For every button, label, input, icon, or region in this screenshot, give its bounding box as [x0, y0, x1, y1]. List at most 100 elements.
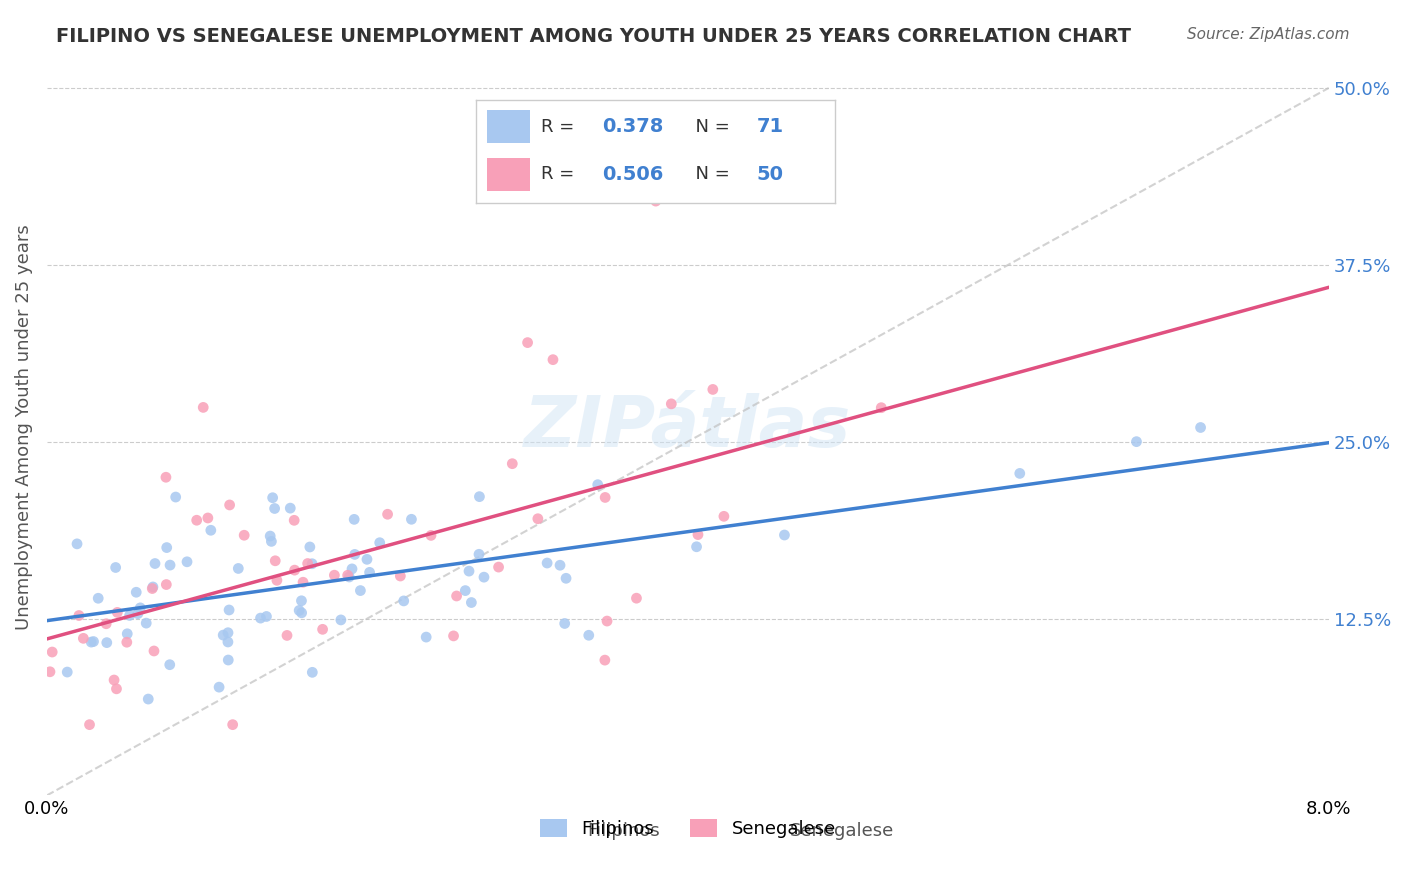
Point — [446, 589, 468, 603]
Point — [377, 508, 399, 522]
Point — [39, 665, 62, 679]
Point — [454, 583, 477, 598]
Point — [278, 501, 301, 516]
Point — [127, 607, 149, 621]
Point — [329, 613, 352, 627]
Point — [41, 645, 63, 659]
Point — [713, 509, 735, 524]
Point — [593, 653, 616, 667]
Point — [105, 606, 128, 620]
Point — [129, 600, 152, 615]
Point — [468, 547, 491, 561]
Point — [870, 401, 893, 415]
Point — [217, 625, 239, 640]
Point — [548, 558, 571, 573]
Point — [226, 561, 249, 575]
Point — [217, 653, 239, 667]
Point — [290, 594, 312, 608]
Point — [626, 591, 648, 606]
Point — [336, 568, 359, 582]
Text: Senegalese: Senegalese — [790, 822, 894, 839]
Point — [200, 523, 222, 537]
Text: Filipinos: Filipinos — [588, 822, 659, 839]
Point — [343, 548, 366, 562]
Point — [359, 566, 381, 580]
Point — [1008, 467, 1031, 481]
Point — [66, 537, 89, 551]
Point — [159, 558, 181, 573]
Point — [104, 560, 127, 574]
Point — [554, 616, 576, 631]
Point — [401, 512, 423, 526]
Point — [186, 513, 208, 527]
Point — [501, 457, 523, 471]
Point — [298, 540, 321, 554]
Point — [516, 335, 538, 350]
Point — [141, 582, 163, 596]
Point — [233, 528, 256, 542]
Point — [288, 603, 311, 617]
Point — [165, 490, 187, 504]
Point — [659, 397, 682, 411]
Point — [125, 585, 148, 599]
Point — [337, 570, 360, 584]
Point — [80, 635, 103, 649]
Point — [368, 535, 391, 549]
Point — [323, 568, 346, 582]
Point — [218, 603, 240, 617]
Point — [292, 575, 315, 590]
Point — [143, 557, 166, 571]
Point — [311, 623, 333, 637]
Point — [284, 563, 307, 577]
Point — [159, 657, 181, 672]
Point — [541, 352, 564, 367]
Point — [283, 513, 305, 527]
Point — [458, 564, 481, 578]
Point — [249, 611, 271, 625]
Point — [79, 717, 101, 731]
Point — [291, 606, 314, 620]
Point — [685, 540, 707, 554]
Point — [256, 609, 278, 624]
Point — [156, 541, 179, 555]
Text: FILIPINO VS SENEGALESE UNEMPLOYMENT AMONG YOUTH UNDER 25 YEARS CORRELATION CHART: FILIPINO VS SENEGALESE UNEMPLOYMENT AMON… — [56, 27, 1132, 45]
Point — [118, 608, 141, 623]
Point — [340, 562, 363, 576]
Point — [343, 512, 366, 526]
Point — [644, 194, 666, 208]
Point — [115, 635, 138, 649]
Point — [460, 595, 482, 609]
Point — [218, 498, 240, 512]
Point — [143, 644, 166, 658]
Point — [420, 528, 443, 542]
Point — [593, 491, 616, 505]
Point — [176, 555, 198, 569]
Point — [702, 383, 724, 397]
Point — [276, 628, 298, 642]
Point — [443, 629, 465, 643]
Point — [155, 577, 177, 591]
Point — [301, 665, 323, 680]
Point — [262, 491, 284, 505]
Point — [472, 570, 495, 584]
Point — [1125, 434, 1147, 449]
Point — [415, 630, 437, 644]
Point — [117, 627, 139, 641]
Point — [56, 665, 79, 679]
Point — [96, 635, 118, 649]
Point — [142, 580, 165, 594]
Point — [488, 560, 510, 574]
Point — [136, 692, 159, 706]
Point — [217, 635, 239, 649]
Point — [197, 511, 219, 525]
Point — [266, 574, 288, 588]
Point — [67, 608, 90, 623]
Point — [468, 490, 491, 504]
Point — [555, 571, 578, 585]
Point — [259, 529, 281, 543]
Text: ZIPátlas: ZIPátlas — [524, 393, 852, 462]
Point — [686, 527, 709, 541]
Point — [260, 534, 283, 549]
Text: Source: ZipAtlas.com: Source: ZipAtlas.com — [1187, 27, 1350, 42]
Point — [96, 616, 118, 631]
